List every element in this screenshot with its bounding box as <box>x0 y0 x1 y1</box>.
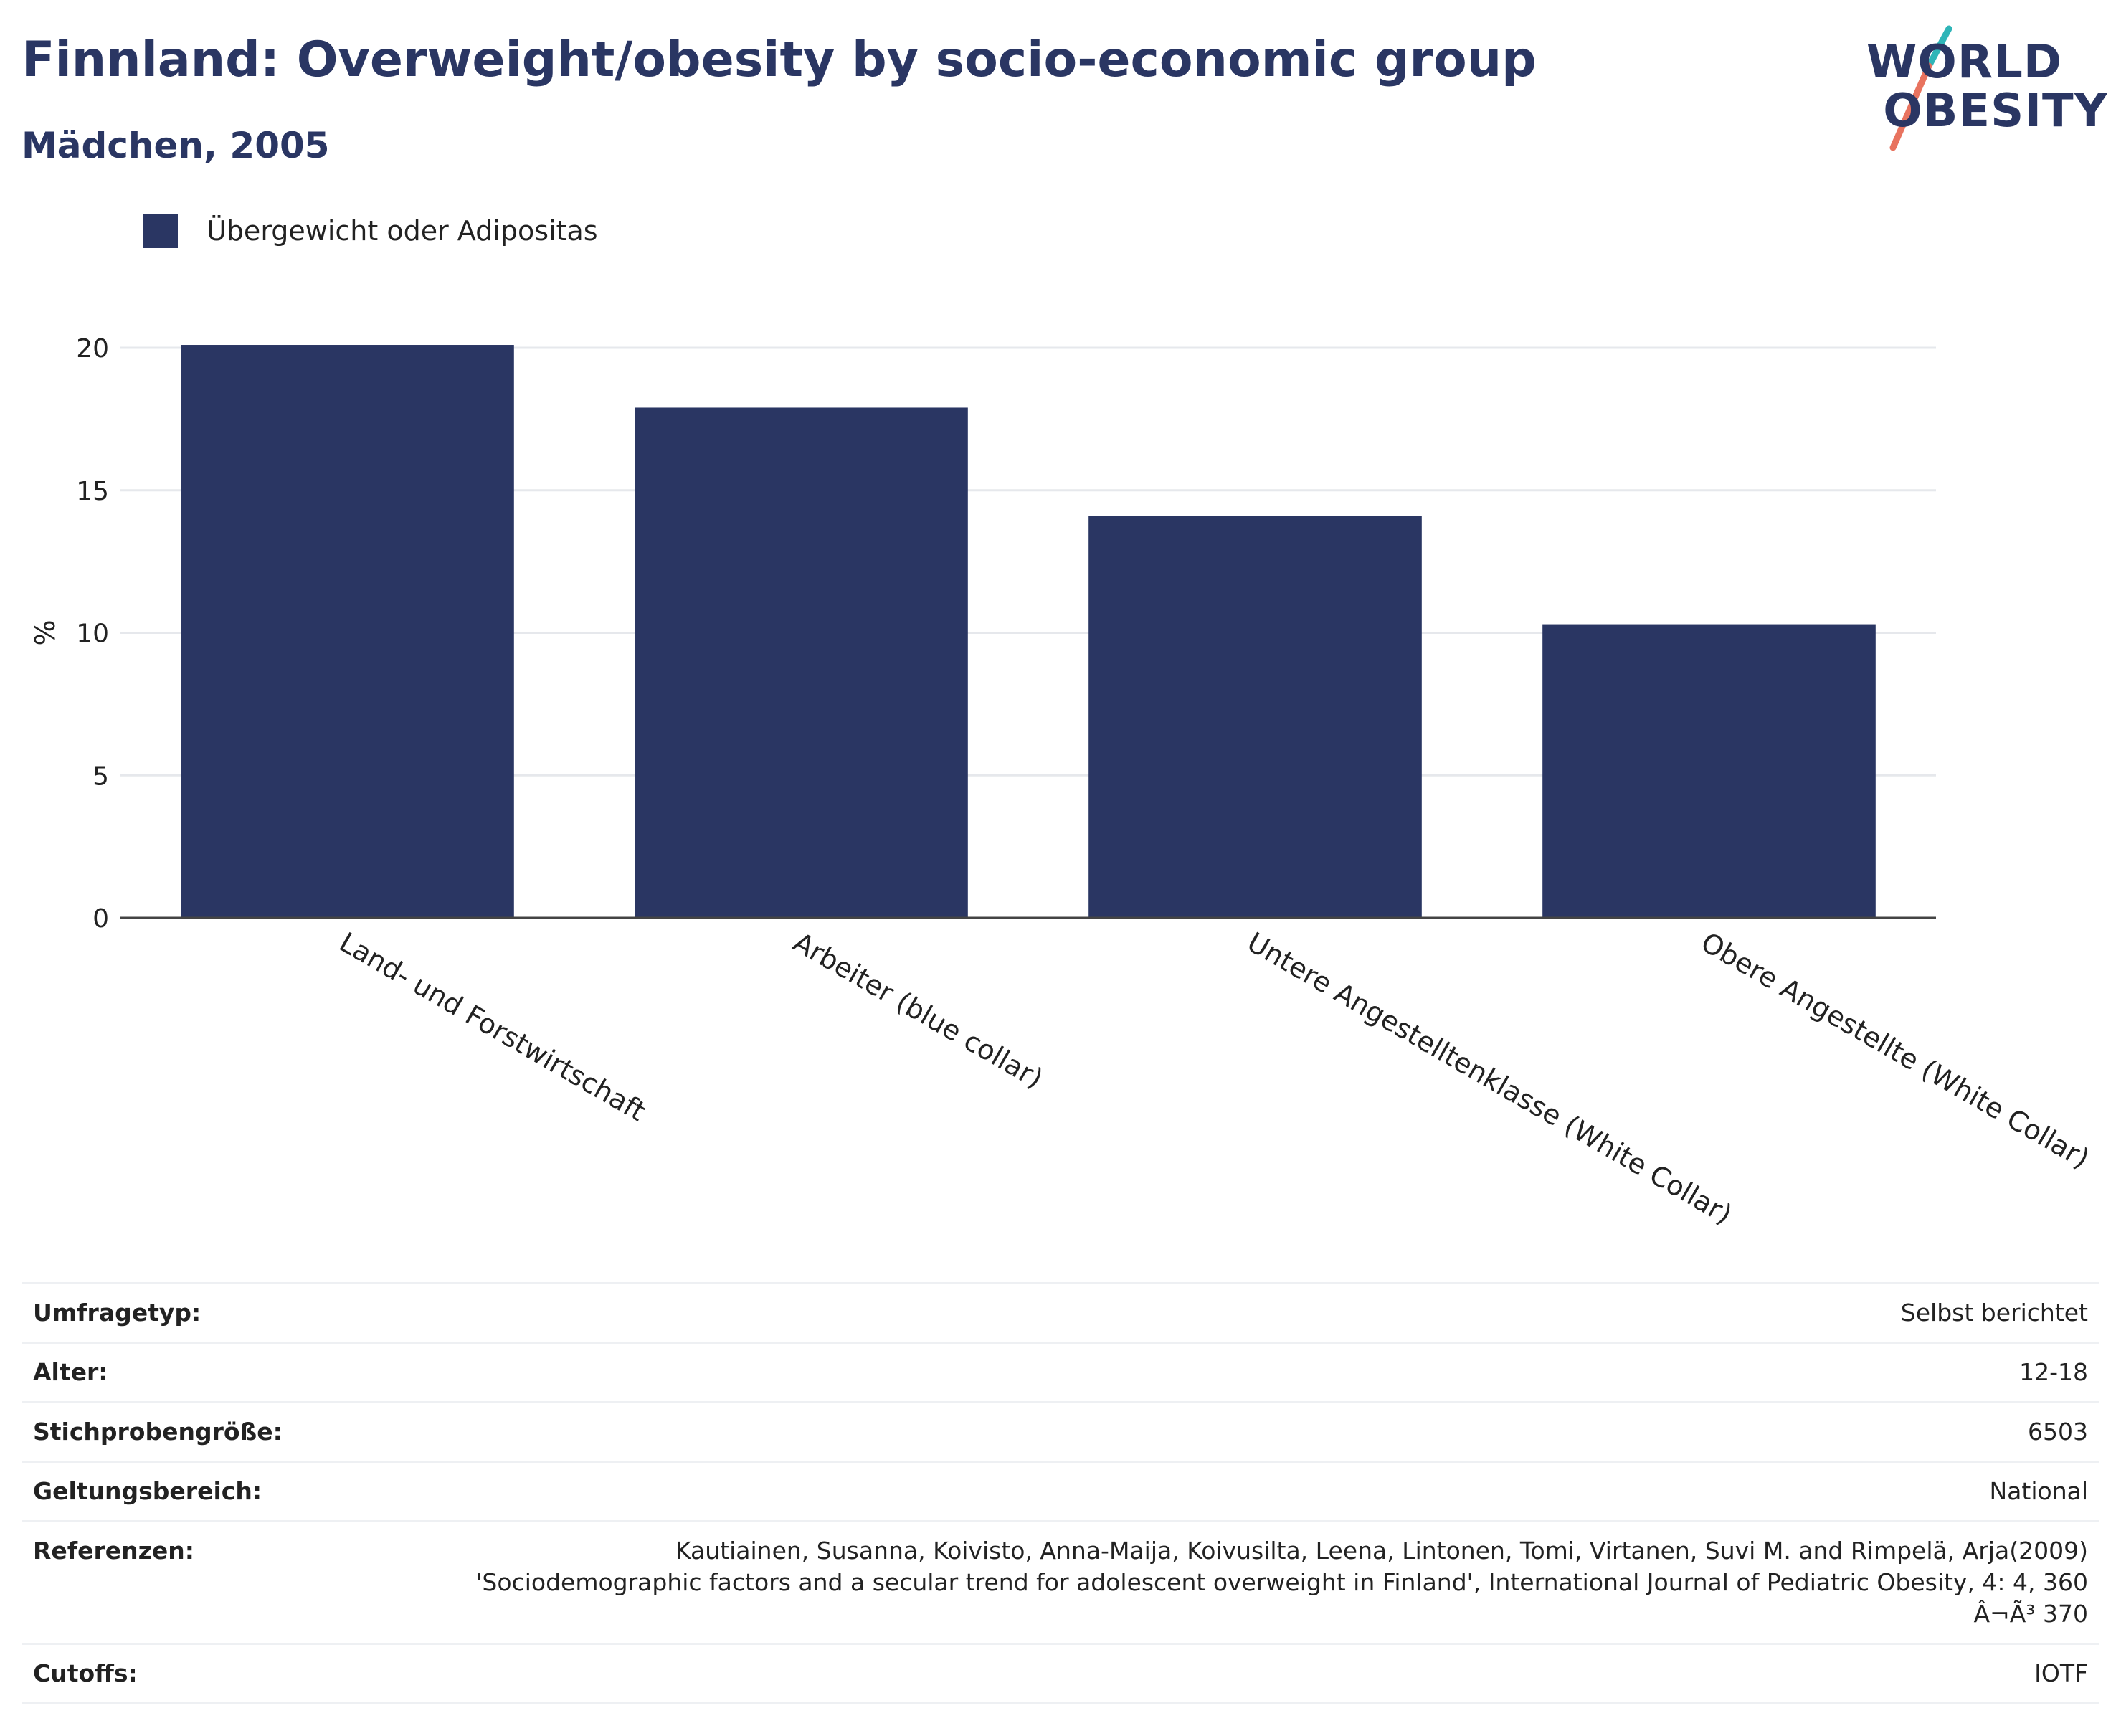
chart-subtitle: Mädchen, 2005 <box>22 125 330 166</box>
meta-value: IOTF <box>318 1643 2099 1704</box>
meta-row-survey-type: Umfragetyp: Selbst berichtet <box>22 1282 2099 1343</box>
meta-key: Stichprobengröße: <box>22 1401 318 1462</box>
x-tick-label: Arbeiter (blue collar) <box>788 926 1048 1095</box>
bar <box>181 345 514 918</box>
meta-key: Geltungsbereich: <box>22 1461 318 1522</box>
meta-value: 12-18 <box>318 1342 2099 1403</box>
chart-title: Finnland: Overweight/obesity by socio-ec… <box>22 32 1537 88</box>
y-tick-label: 15 <box>76 477 109 506</box>
logo-text-obesity: OBESITY <box>1883 85 2108 138</box>
legend-swatch <box>143 214 178 248</box>
chart-legend: Übergewicht oder Adipositas <box>143 214 598 248</box>
meta-value: 6503 <box>318 1401 2099 1462</box>
meta-value: National <box>318 1461 2099 1522</box>
x-tick-label: Land- und Forstwirtschaft <box>334 926 651 1127</box>
bar-chart: 0 5 10 15 20% Land- und Forstwirtschaft Arbeit… <box>29 334 2094 1230</box>
reference-line: Kautiainen, Susanna, Koivisto, Anna-Maij… <box>675 1537 2088 1565</box>
world-obesity-logo: WORLD OBESITY <box>1866 22 2108 158</box>
meta-row-age: Alter: 12-18 <box>22 1342 2099 1403</box>
x-tick-label: Obere Angestellte (White Collar) <box>1696 926 2094 1175</box>
meta-key: Umfragetyp: <box>22 1282 318 1343</box>
y-axis-label: % <box>29 620 61 645</box>
reference-line: 'Sociodemographic factors and a secular … <box>475 1568 2088 1596</box>
meta-key: Referenzen: <box>22 1520 318 1644</box>
y-tick-label: 20 <box>76 334 109 364</box>
meta-row-sample-size: Stichprobengröße: 6503 <box>22 1401 2099 1462</box>
legend-label: Übergewicht oder Adipositas <box>207 215 598 247</box>
meta-row-cutoffs: Cutoffs: IOTF <box>22 1643 2099 1704</box>
bar <box>1088 516 1422 918</box>
logo-slash-icon <box>1889 25 1952 151</box>
bar <box>1542 624 1876 918</box>
y-tick-label: 10 <box>76 620 109 649</box>
survey-metadata-table: Umfragetyp: Selbst berichtet Alter: 12-1… <box>22 1282 2099 1704</box>
meta-row-scope: Geltungsbereich: National <box>22 1461 2099 1522</box>
meta-value: Selbst berichtet <box>318 1282 2099 1343</box>
bar <box>635 407 968 918</box>
logo-text-world: WORLD <box>1866 36 2062 89</box>
y-tick-label: 5 <box>92 762 109 791</box>
y-tick-label: 0 <box>92 904 109 934</box>
meta-row-references: Referenzen: Kautiainen, Susanna, Koivist… <box>22 1520 2099 1644</box>
x-tick-label: Untere Angestelltenklasse (White Collar) <box>1242 926 1737 1230</box>
meta-value: Kautiainen, Susanna, Koivisto, Anna-Maij… <box>318 1520 2099 1644</box>
reference-line: Â¬Ã³ 370 <box>1973 1600 2088 1628</box>
meta-key: Alter: <box>22 1342 318 1403</box>
meta-key: Cutoffs: <box>22 1643 318 1704</box>
